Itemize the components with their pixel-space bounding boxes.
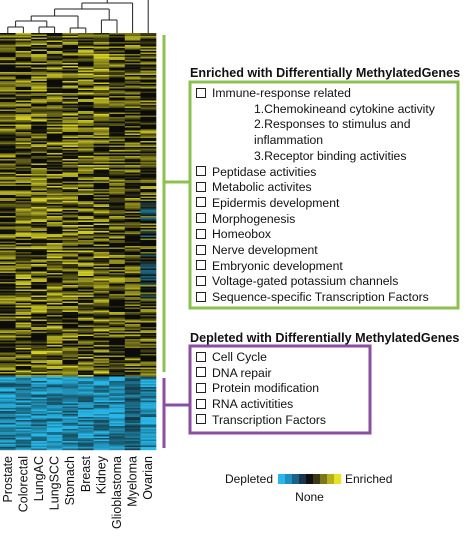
checkbox-icon — [196, 260, 206, 271]
enriched-list: Immune-response related 1.Chemokineand cy… — [196, 86, 435, 306]
enriched-item: Metabolic activites — [196, 180, 435, 196]
checkbox-icon — [196, 228, 206, 239]
legend-swatch — [292, 474, 300, 484]
depleted-title: Depleted with Differentially MethylatedG… — [190, 331, 460, 345]
enriched-title: Enriched with Differentially MethylatedG… — [190, 66, 461, 80]
sub-item: 2.Responses to stimulus and inflammation — [254, 117, 411, 148]
depleted-item: DNA repair — [196, 366, 326, 382]
item-label: Sequence-specific Transcription Factors — [212, 290, 429, 305]
legend-swatch — [285, 474, 293, 484]
depleted-item: RNA activitities — [196, 397, 326, 413]
column-label: Colorectal — [16, 456, 30, 512]
enriched-item: Voltage-gated potassium channels — [196, 274, 435, 290]
item-label: Embryonic development — [212, 258, 343, 273]
enriched-item: Peptidase activities — [196, 165, 435, 181]
cluster-brackets — [162, 35, 460, 448]
checkbox-icon — [196, 414, 206, 425]
legend-right-label: Enriched — [345, 472, 392, 486]
item-label: Transcription Factors — [212, 412, 327, 427]
item-label: Immune-response related — [212, 86, 351, 100]
legend-swatch — [320, 474, 328, 484]
legend-left-label: Depleted — [225, 472, 273, 486]
depleted-box — [188, 344, 372, 435]
enriched-item: Epidermis development — [196, 196, 435, 212]
enriched-item: Morphogenesis — [196, 212, 435, 228]
enriched-item: Sequence-specific Transcription Factors — [196, 290, 435, 306]
legend-swatch — [327, 474, 335, 484]
enriched-item: Embryonic development — [196, 259, 435, 275]
item-label: Homeobox — [212, 227, 271, 242]
enriched-item: Homeobox — [196, 227, 435, 243]
enriched-item: Nerve development — [196, 243, 435, 259]
item-label: Peptidase activities — [212, 164, 317, 179]
checkbox-icon — [196, 197, 206, 208]
checkbox-icon — [196, 181, 206, 192]
item-label: DNA repair — [212, 365, 272, 380]
item-label: RNA activitities — [212, 397, 294, 412]
sub-item: 1.Chemokineand cytokine activity — [254, 101, 435, 116]
checkbox-icon — [196, 87, 206, 98]
column-label: Ovarian — [141, 456, 155, 500]
column-label: LungSCC — [48, 456, 62, 510]
item-label: Protein modification — [212, 381, 320, 396]
column-label: LungAC — [32, 456, 46, 501]
column-label: Breast — [79, 455, 93, 492]
legend-swatch — [306, 474, 314, 484]
legend-swatch — [278, 474, 286, 484]
checkbox-icon — [196, 244, 206, 255]
column-label: Kidney — [94, 455, 108, 494]
checkbox-icon — [196, 275, 206, 286]
column-dendrogram — [7, 0, 149, 33]
depleted-item: Cell Cycle — [196, 350, 326, 366]
checkbox-icon — [196, 213, 206, 224]
column-label: Stomach — [63, 456, 77, 505]
depleted-list: Cell Cycle DNA repair Protein modification… — [196, 350, 326, 429]
item-label: Voltage-gated potassium channels — [212, 274, 399, 289]
legend-swatch — [313, 474, 321, 484]
legend-swatch — [299, 474, 307, 484]
item-label: Metabolic activites — [212, 180, 312, 195]
checkbox-icon — [196, 166, 206, 177]
item-label: Morphogenesis — [212, 211, 296, 226]
checkbox-icon — [196, 367, 206, 378]
column-label: Myeloma — [126, 456, 140, 507]
item-label: Epidermis development — [212, 195, 340, 210]
column-label: Glioblastoma — [110, 456, 124, 529]
depleted-item: Protein modification — [196, 381, 326, 397]
column-label: Prostate — [1, 456, 15, 503]
enriched-item: Immune-response related — [196, 86, 435, 102]
legend-swatch — [334, 474, 342, 484]
depleted-item: Transcription Factors — [196, 413, 326, 429]
item-label: Cell Cycle — [212, 350, 267, 364]
color-legend: Depleted Enriched None — [225, 472, 392, 504]
checkbox-icon — [196, 351, 206, 362]
sub-item: 3.Receptor binding activities — [254, 148, 407, 163]
item-label: Nerve development — [212, 243, 318, 258]
heatmap-cells — [0, 33, 157, 451]
checkbox-icon — [196, 382, 206, 393]
legend-center-label: None — [295, 490, 324, 504]
column-labels: Prostate Colorectal LungAC LungSCC Stomach Br… — [1, 455, 155, 529]
checkbox-icon — [196, 291, 206, 302]
enriched-box — [188, 80, 460, 310]
checkbox-icon — [196, 398, 206, 409]
